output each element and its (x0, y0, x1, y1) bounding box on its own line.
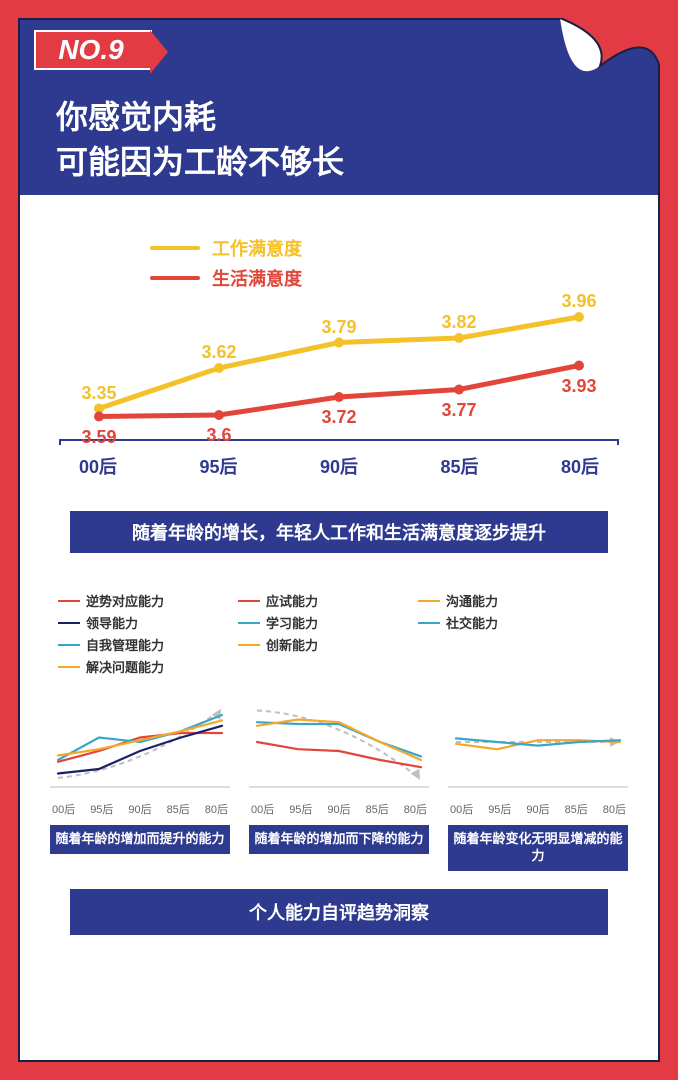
mini-caption: 随着年龄的增加而提升的能力 (50, 825, 230, 854)
legend-swatch (58, 622, 80, 624)
legend-label: 工作满意度 (212, 235, 302, 261)
legend-item: 生活满意度 (150, 265, 628, 291)
x-category: 90后 (128, 801, 151, 817)
legend-swatch (150, 276, 200, 280)
page-curl-icon (560, 18, 660, 118)
mini-caption: 随着年龄的增加而下降的能力 (249, 825, 429, 854)
data-label: 3.59 (81, 427, 116, 448)
x-category: 00后 (251, 801, 274, 817)
mini-xlabels: 00后 95后 90后 85后 80后 (249, 801, 429, 817)
x-category: 00后 (79, 453, 117, 479)
legend-item: 沟通能力 (418, 591, 598, 610)
x-category: 85后 (167, 801, 190, 817)
data-label: 3.35 (81, 383, 116, 404)
legend-label: 创新能力 (266, 635, 318, 654)
mini-chart-svg (50, 687, 230, 797)
legend-swatch (418, 622, 440, 624)
legend-label: 解决问题能力 (86, 657, 164, 676)
legend-item: 自我管理能力 (58, 635, 238, 654)
data-label: 3.72 (321, 407, 356, 428)
mini-caption: 随着年龄变化无明显增减的能力 (448, 825, 628, 871)
legend-swatch (58, 644, 80, 646)
legend-label: 生活满意度 (212, 265, 302, 291)
x-category: 00后 (450, 801, 473, 817)
legend-label: 逆势对应能力 (86, 591, 164, 610)
mini-xlabels: 00后 95后 90后 85后 80后 (448, 801, 628, 817)
x-category: 95后 (90, 801, 113, 817)
x-category: 80后 (404, 801, 427, 817)
x-category: 85后 (440, 453, 478, 479)
legend-item: 逆势对应能力 (58, 591, 238, 610)
legend-swatch (58, 600, 80, 602)
page-title: 你感觉内耗 可能因为工龄不够长 (56, 95, 344, 185)
mini-chart-svg (448, 687, 628, 797)
mini-charts-row: 00后 95后 90后 85后 80后随着年龄的增加而提升的能力 00后 95后 90后 85后… (50, 687, 628, 871)
legend-column: 应试能力学习能力创新能力 (238, 591, 418, 679)
legend-item: 创新能力 (238, 635, 418, 654)
title-line2: 可能因为工龄不够长 (56, 144, 344, 180)
satisfaction-chart: 00后95后90后85后80后 3.353.623.793.823.963.59… (59, 301, 619, 501)
data-label: 3.96 (561, 291, 596, 312)
legend-label: 沟通能力 (446, 591, 498, 610)
x-category: 95后 (488, 801, 511, 817)
x-category: 90后 (320, 453, 358, 479)
data-label: 3.82 (441, 312, 476, 333)
data-label: 3.93 (561, 376, 596, 397)
x-category: 80后 (603, 801, 626, 817)
legend-label: 学习能力 (266, 613, 318, 632)
bottom-title-banner: 个人能力自评趋势洞察 (70, 889, 608, 935)
data-label: 3.79 (321, 317, 356, 338)
legend-item: 社交能力 (418, 613, 598, 632)
chart1-xaxis (59, 439, 619, 445)
legend-swatch (58, 666, 80, 668)
legend-label: 自我管理能力 (86, 635, 164, 654)
x-category: 85后 (565, 801, 588, 817)
x-category: 95后 (289, 801, 312, 817)
legend-item: 解决问题能力 (58, 657, 238, 676)
header: NO.9 你感觉内耗 可能因为工龄不够长 (20, 20, 658, 195)
page-frame: NO.9 你感觉内耗 可能因为工龄不够长 工作满意度生活满意度 00后 95后 90… (18, 18, 660, 1062)
legend-swatch (418, 600, 440, 602)
rank-badge: NO.9 (34, 30, 152, 70)
data-label: 3.6 (206, 425, 231, 446)
insight-banner-1: 随着年龄的增长，年轻人工作和生活满意度逐步提升 (70, 511, 608, 553)
mini-chart-svg (249, 687, 429, 797)
data-label: 3.77 (441, 400, 476, 421)
x-category: 95后 (199, 453, 237, 479)
legend-item: 应试能力 (238, 591, 418, 610)
chart1-legend: 工作满意度生活满意度 (150, 235, 628, 291)
legend-column: 逆势对应能力领导能力自我管理能力解决问题能力 (58, 591, 238, 679)
legend-swatch (150, 246, 200, 250)
legend-label: 应试能力 (266, 591, 318, 610)
title-line1: 你感觉内耗 (56, 99, 216, 135)
x-category: 80后 (561, 453, 599, 479)
legend-item: 学习能力 (238, 613, 418, 632)
content-area: 工作满意度生活满意度 00后 95后 90后 85后 80后 3.35 3.62 3.79 3… (20, 195, 658, 1060)
legend-label: 领导能力 (86, 613, 138, 632)
chart1-xlabels: 00后 95后 90后 85后 80后 (59, 453, 619, 479)
x-category: 90后 (526, 801, 549, 817)
mini-legend: 逆势对应能力领导能力自我管理能力解决问题能力应试能力学习能力创新能力沟通能力社交… (58, 591, 628, 679)
mini-chart: 00后 95后 90后 85后 80后随着年龄变化无明显增减的能力 (448, 687, 628, 871)
legend-item: 工作满意度 (150, 235, 628, 261)
legend-swatch (238, 622, 260, 624)
mini-chart: 00后 95后 90后 85后 80后随着年龄的增加而提升的能力 (50, 687, 230, 871)
x-category: 85后 (366, 801, 389, 817)
data-label: 3.62 (201, 342, 236, 363)
x-category: 90后 (327, 801, 350, 817)
legend-swatch (238, 600, 260, 602)
legend-column: 沟通能力社交能力 (418, 591, 598, 679)
x-category: 80后 (205, 801, 228, 817)
mini-chart: 00后 95后 90后 85后 80后随着年龄的增加而下降的能力 (249, 687, 429, 871)
legend-item: 领导能力 (58, 613, 238, 632)
legend-swatch (238, 644, 260, 646)
legend-label: 社交能力 (446, 613, 498, 632)
mini-xlabels: 00后 95后 90后 85后 80后 (50, 801, 230, 817)
x-category: 00后 (52, 801, 75, 817)
